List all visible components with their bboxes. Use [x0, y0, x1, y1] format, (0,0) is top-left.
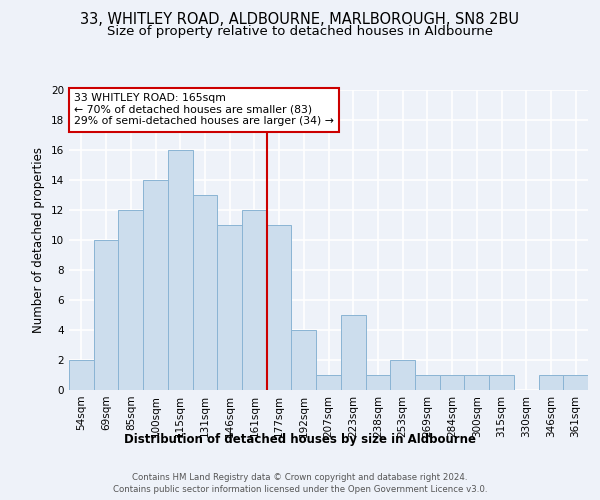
Bar — [365, 375, 390, 390]
Bar — [316, 375, 341, 390]
Text: 33 WHITLEY ROAD: 165sqm
← 70% of detached houses are smaller (83)
29% of semi-de: 33 WHITLEY ROAD: 165sqm ← 70% of detache… — [74, 93, 334, 126]
Text: Contains HM Land Registry data © Crown copyright and database right 2024.: Contains HM Land Registry data © Crown c… — [132, 472, 468, 482]
Bar — [217, 225, 242, 390]
Bar — [539, 375, 563, 390]
Bar — [415, 375, 440, 390]
Text: 33, WHITLEY ROAD, ALDBOURNE, MARLBOROUGH, SN8 2BU: 33, WHITLEY ROAD, ALDBOURNE, MARLBOROUGH… — [80, 12, 520, 28]
Bar — [390, 360, 415, 390]
Bar — [563, 375, 588, 390]
Text: Contains public sector information licensed under the Open Government Licence v3: Contains public sector information licen… — [113, 485, 487, 494]
Bar — [464, 375, 489, 390]
Bar — [292, 330, 316, 390]
Text: Size of property relative to detached houses in Aldbourne: Size of property relative to detached ho… — [107, 25, 493, 38]
Bar — [69, 360, 94, 390]
Bar — [143, 180, 168, 390]
Bar — [242, 210, 267, 390]
Y-axis label: Number of detached properties: Number of detached properties — [32, 147, 46, 333]
Bar — [193, 195, 217, 390]
Bar — [118, 210, 143, 390]
Bar — [168, 150, 193, 390]
Bar — [489, 375, 514, 390]
Text: Distribution of detached houses by size in Aldbourne: Distribution of detached houses by size … — [124, 432, 476, 446]
Bar — [341, 315, 365, 390]
Bar — [440, 375, 464, 390]
Bar — [267, 225, 292, 390]
Bar — [94, 240, 118, 390]
